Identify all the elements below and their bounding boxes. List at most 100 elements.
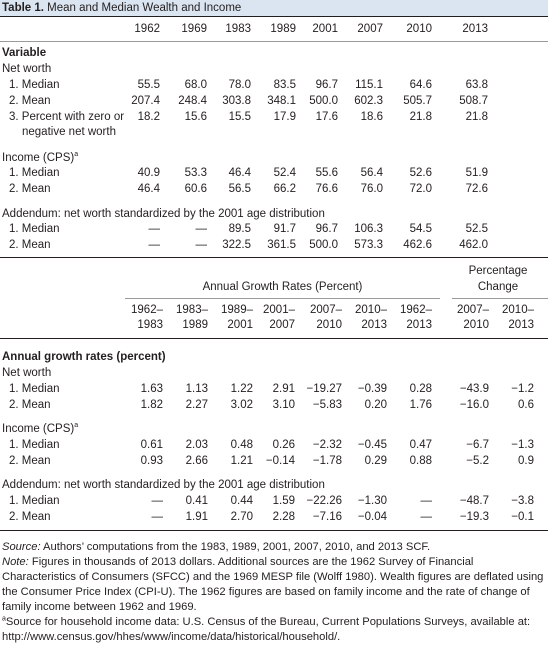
- table-cell: 18.6: [360, 111, 383, 123]
- table-cell: 505.7: [403, 95, 432, 107]
- row-label-continued: negative net worth: [22, 126, 116, 138]
- table-cell: 91.7: [273, 223, 296, 235]
- column-header-period: 2010–: [502, 304, 534, 316]
- column-header-period: 2013: [508, 319, 534, 331]
- table-cell: 1.76: [409, 399, 432, 411]
- table-cell: 0.9: [518, 455, 534, 467]
- table-cell: 64.6: [409, 79, 432, 91]
- table-cell: —: [148, 223, 161, 235]
- table-cell: 53.3: [184, 167, 207, 179]
- table-title: Table 1. Mean and Median Wealth and Inco…: [0, 0, 548, 16]
- table-cell: 89.5: [228, 223, 251, 235]
- table-cell: 56.5: [228, 183, 251, 195]
- row-label: 2. Mean: [9, 95, 51, 107]
- table-cell: 2.28: [272, 511, 295, 523]
- row-label: 1. Median: [9, 79, 60, 91]
- table-cell: 1.82: [140, 399, 163, 411]
- table-cell: 55.5: [137, 79, 160, 91]
- table-cell: 52.6: [409, 167, 432, 179]
- variable-heading: Variable: [2, 47, 47, 59]
- table-cell: −43.9: [459, 383, 489, 395]
- table-cell: 0.93: [140, 455, 163, 467]
- column-header-period: 1962–: [400, 304, 432, 316]
- table-cell: —: [195, 239, 208, 251]
- table-cell: 66.2: [273, 183, 296, 195]
- table-rule: [0, 41, 548, 42]
- column-header-year: 2010: [406, 23, 432, 35]
- group-header-change: Percentage: [468, 265, 528, 277]
- column-header-year: 1962: [134, 23, 160, 35]
- table-cell: 54.5: [409, 223, 432, 235]
- table-cell: 96.7: [315, 223, 338, 235]
- table-cell: −16.0: [459, 399, 489, 411]
- table-cell: 21.8: [409, 111, 432, 123]
- table-cell: −0.45: [357, 439, 387, 451]
- column-header-period: 1983–: [176, 304, 208, 316]
- table-cell: 0.26: [272, 439, 295, 451]
- table-cell: 96.7: [315, 79, 338, 91]
- table-cell: 3.10: [272, 399, 295, 411]
- row-label: 1. Median: [9, 167, 60, 179]
- row-label: 2. Mean: [9, 239, 51, 251]
- table-cell: 602.3: [354, 95, 383, 107]
- table-cell: 0.48: [230, 439, 253, 451]
- table-cell: −2.32: [312, 439, 342, 451]
- table-cell: 52.4: [273, 167, 296, 179]
- table-rule: [0, 257, 548, 258]
- section-label: Addendum: net worth standardized by the …: [2, 479, 325, 491]
- table-cell: 60.6: [184, 183, 207, 195]
- table-cell: −3.8: [511, 495, 534, 507]
- table-cell: 115.1: [355, 79, 383, 91]
- column-header-period: 1983: [137, 319, 163, 331]
- table-cell: 76.0: [360, 183, 383, 195]
- table-cell: 76.6: [315, 183, 338, 195]
- table-cell: 0.28: [409, 383, 432, 395]
- table-cell: 462.6: [403, 239, 432, 251]
- column-header-period: 2013: [406, 319, 432, 331]
- table-cell: 1.13: [185, 383, 208, 395]
- table-cell: 0.6: [518, 399, 534, 411]
- section-label: Net worth: [2, 63, 52, 75]
- table-rule: [0, 16, 548, 17]
- table-rule: [0, 530, 548, 531]
- table-cell: 15.6: [184, 111, 207, 123]
- row-label: 1. Median: [9, 495, 60, 507]
- column-header-period: 2007: [269, 319, 295, 331]
- table-cell: 348.1: [267, 95, 296, 107]
- table-cell: 2.66: [185, 455, 208, 467]
- column-header-period: 2001: [227, 319, 253, 331]
- table-cell: 508.7: [459, 95, 488, 107]
- row-label: 1. Median: [9, 439, 60, 451]
- table-cell: 52.5: [465, 223, 488, 235]
- column-header-period: 1989–: [221, 304, 253, 316]
- group-header-annual: Annual Growth Rates (Percent): [202, 281, 363, 293]
- table-cell: —: [151, 495, 164, 507]
- table-cell: 303.8: [222, 95, 251, 107]
- group-header-change: Change: [477, 281, 519, 293]
- table-cell: 51.9: [465, 167, 488, 179]
- table-cell: −0.1: [511, 511, 534, 523]
- table-cell: 18.2: [137, 111, 160, 123]
- table-cell: 2.27: [185, 399, 208, 411]
- table-cell: 1.22: [230, 383, 253, 395]
- table-title-text: Mean and Median Wealth and Income: [47, 2, 242, 14]
- footnote-marker: a: [2, 615, 6, 623]
- table-cell: −19.27: [306, 383, 343, 395]
- table-cell: 462.0: [459, 239, 488, 251]
- table-cell: 2.03: [185, 439, 208, 451]
- table-cell: 68.0: [184, 79, 207, 91]
- table-cell: −48.7: [459, 495, 489, 507]
- table-cell: 83.5: [273, 79, 296, 91]
- table-cell: 0.47: [409, 439, 432, 451]
- column-header-period: 1989: [182, 319, 208, 331]
- table-rule: [125, 298, 440, 299]
- income-footnote: aSource for household income data: U.S. …: [2, 615, 544, 645]
- table-cell: 63.8: [465, 79, 488, 91]
- column-header-period: 2010: [463, 319, 489, 331]
- column-header-period: 2007–: [310, 304, 342, 316]
- table-cell: 0.44: [230, 495, 253, 507]
- table-cell: 500.0: [309, 95, 338, 107]
- table-cell: −1.2: [511, 383, 534, 395]
- source-label: Source:: [2, 541, 41, 553]
